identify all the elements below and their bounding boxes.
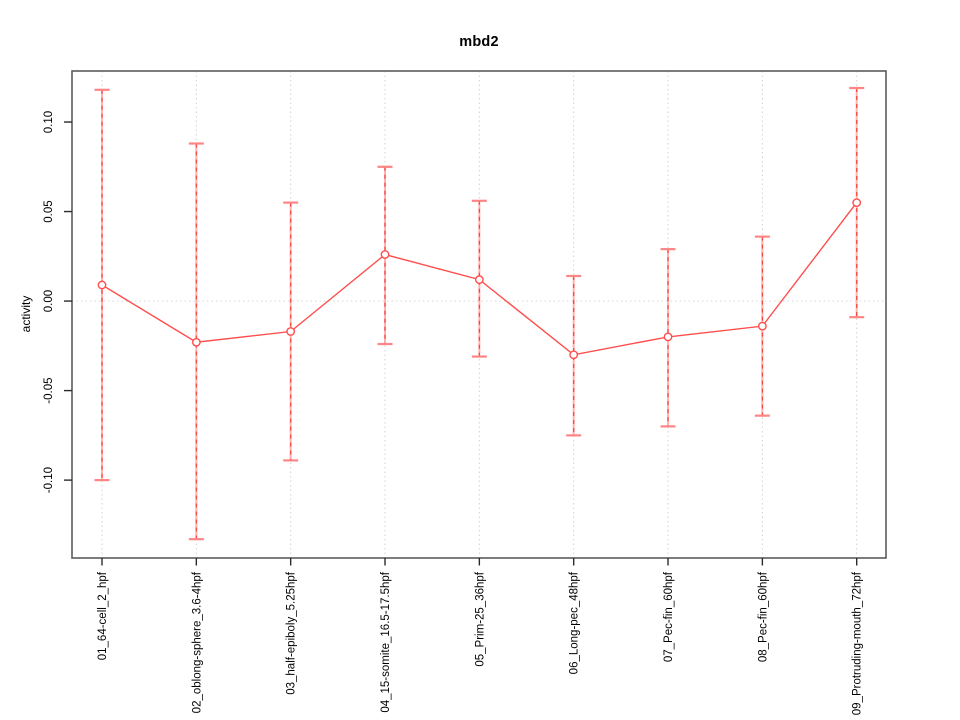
x-tick-label: 09_Protruding-mouth_72hpf (852, 571, 864, 715)
x-tick-label: 05_Prim-25_36hpf (474, 571, 486, 666)
data-point (191, 337, 201, 347)
data-point (757, 321, 767, 331)
x-tick-label: 04_15-somite_16.5-17.5hpf (380, 571, 392, 712)
x-tick-label: 02_oblong-sphere_3.6-4hpf (191, 571, 203, 713)
data-point (97, 280, 107, 290)
data-point (569, 350, 579, 360)
x-tick-label: 06_Long-pec_48hpf (569, 571, 581, 674)
data-point (663, 332, 673, 342)
data-point (380, 250, 390, 259)
y-tick-label: 0.00 (43, 290, 55, 312)
y-tick-label: -0.10 (43, 467, 55, 493)
x-tick-label: 01_64-cell_2_hpf (97, 571, 109, 660)
chart-title: mbd2 (459, 34, 499, 50)
y-tick-label: -0.05 (43, 377, 55, 403)
data-point (286, 327, 296, 336)
x-tick-label: 07_Pec-fin_60hpf (663, 571, 675, 662)
y-tick-label: 0.10 (43, 111, 55, 133)
y-tick-label: 0.05 (43, 200, 55, 222)
x-tick-label: 08_Pec-fin_60hpf (757, 571, 769, 662)
data-point (474, 275, 484, 284)
x-tick-label: 03_half-epiboly_5.25hpf (286, 571, 298, 695)
data-point (852, 198, 862, 207)
